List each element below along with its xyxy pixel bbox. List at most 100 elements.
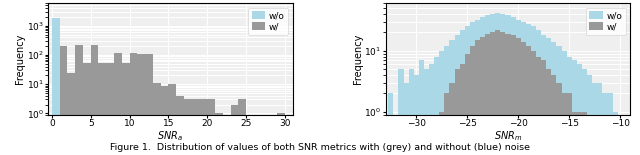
- Bar: [145, 54, 153, 155]
- Bar: [399, 69, 404, 155]
- Bar: [99, 63, 106, 155]
- Bar: [424, 69, 429, 155]
- Bar: [192, 100, 200, 155]
- Bar: [465, 26, 470, 155]
- Bar: [480, 17, 485, 155]
- Bar: [114, 53, 122, 155]
- Bar: [506, 15, 511, 155]
- Y-axis label: Frequency: Frequency: [353, 34, 363, 84]
- Bar: [444, 93, 449, 155]
- Bar: [561, 93, 566, 155]
- Bar: [449, 40, 454, 155]
- Bar: [526, 24, 531, 155]
- Bar: [490, 14, 495, 155]
- Bar: [454, 69, 460, 155]
- Bar: [500, 32, 506, 155]
- Bar: [547, 38, 552, 155]
- Bar: [582, 112, 587, 155]
- Bar: [200, 100, 207, 155]
- Bar: [444, 46, 449, 155]
- Bar: [531, 51, 536, 155]
- Bar: [475, 40, 480, 155]
- Bar: [161, 86, 168, 155]
- Bar: [475, 20, 480, 155]
- Bar: [470, 22, 475, 155]
- Bar: [531, 26, 536, 155]
- Bar: [552, 42, 556, 155]
- Bar: [429, 64, 434, 155]
- X-axis label: $SNR_m$: $SNR_m$: [494, 129, 522, 143]
- Bar: [238, 100, 246, 155]
- Bar: [597, 83, 602, 155]
- Bar: [67, 73, 75, 155]
- Bar: [83, 63, 91, 155]
- Bar: [449, 83, 454, 155]
- Bar: [106, 63, 114, 155]
- Bar: [572, 112, 577, 155]
- Bar: [153, 83, 161, 155]
- Bar: [439, 112, 444, 155]
- Bar: [521, 22, 526, 155]
- Bar: [465, 53, 470, 155]
- Bar: [500, 14, 506, 155]
- Bar: [566, 93, 572, 155]
- Bar: [52, 18, 60, 155]
- Bar: [388, 93, 394, 155]
- Bar: [521, 42, 526, 155]
- Legend: w/o, w/: w/o, w/: [248, 8, 288, 35]
- Bar: [454, 35, 460, 155]
- Bar: [577, 64, 582, 155]
- Bar: [60, 46, 67, 155]
- Bar: [460, 30, 465, 155]
- Bar: [490, 32, 495, 155]
- Bar: [495, 30, 500, 155]
- Bar: [612, 112, 618, 155]
- Bar: [439, 51, 444, 155]
- Bar: [592, 83, 597, 155]
- Bar: [277, 113, 285, 155]
- Bar: [408, 69, 413, 155]
- Bar: [582, 69, 587, 155]
- Bar: [552, 75, 556, 155]
- Bar: [511, 17, 516, 155]
- Bar: [536, 30, 541, 155]
- Legend: w/o, w/: w/o, w/: [586, 8, 626, 35]
- Bar: [480, 37, 485, 155]
- Bar: [138, 54, 145, 155]
- Bar: [541, 35, 547, 155]
- Bar: [495, 13, 500, 155]
- Bar: [572, 60, 577, 155]
- Bar: [230, 105, 238, 155]
- Bar: [122, 63, 129, 155]
- Bar: [413, 75, 419, 155]
- Bar: [129, 53, 138, 155]
- Bar: [207, 100, 215, 155]
- Bar: [516, 38, 521, 155]
- Bar: [460, 64, 465, 155]
- Bar: [168, 84, 176, 155]
- Bar: [547, 69, 552, 155]
- Bar: [419, 60, 424, 155]
- Bar: [75, 45, 83, 155]
- Bar: [176, 96, 184, 155]
- Y-axis label: Frequency: Frequency: [15, 34, 26, 84]
- Bar: [485, 34, 490, 155]
- Bar: [536, 57, 541, 155]
- Bar: [556, 83, 561, 155]
- Bar: [470, 46, 475, 155]
- Bar: [91, 45, 99, 155]
- Bar: [561, 51, 566, 155]
- Bar: [602, 93, 607, 155]
- Bar: [404, 83, 408, 155]
- Text: Figure 1.  Distribution of values of both SNR metrics with (grey) and without (b: Figure 1. Distribution of values of both…: [110, 143, 530, 152]
- Bar: [566, 57, 572, 155]
- Bar: [506, 34, 511, 155]
- Bar: [526, 46, 531, 155]
- Bar: [607, 93, 612, 155]
- Bar: [485, 15, 490, 155]
- Bar: [184, 100, 192, 155]
- Bar: [516, 20, 521, 155]
- Bar: [577, 112, 582, 155]
- Bar: [541, 60, 547, 155]
- X-axis label: $SNR_a$: $SNR_a$: [157, 129, 183, 143]
